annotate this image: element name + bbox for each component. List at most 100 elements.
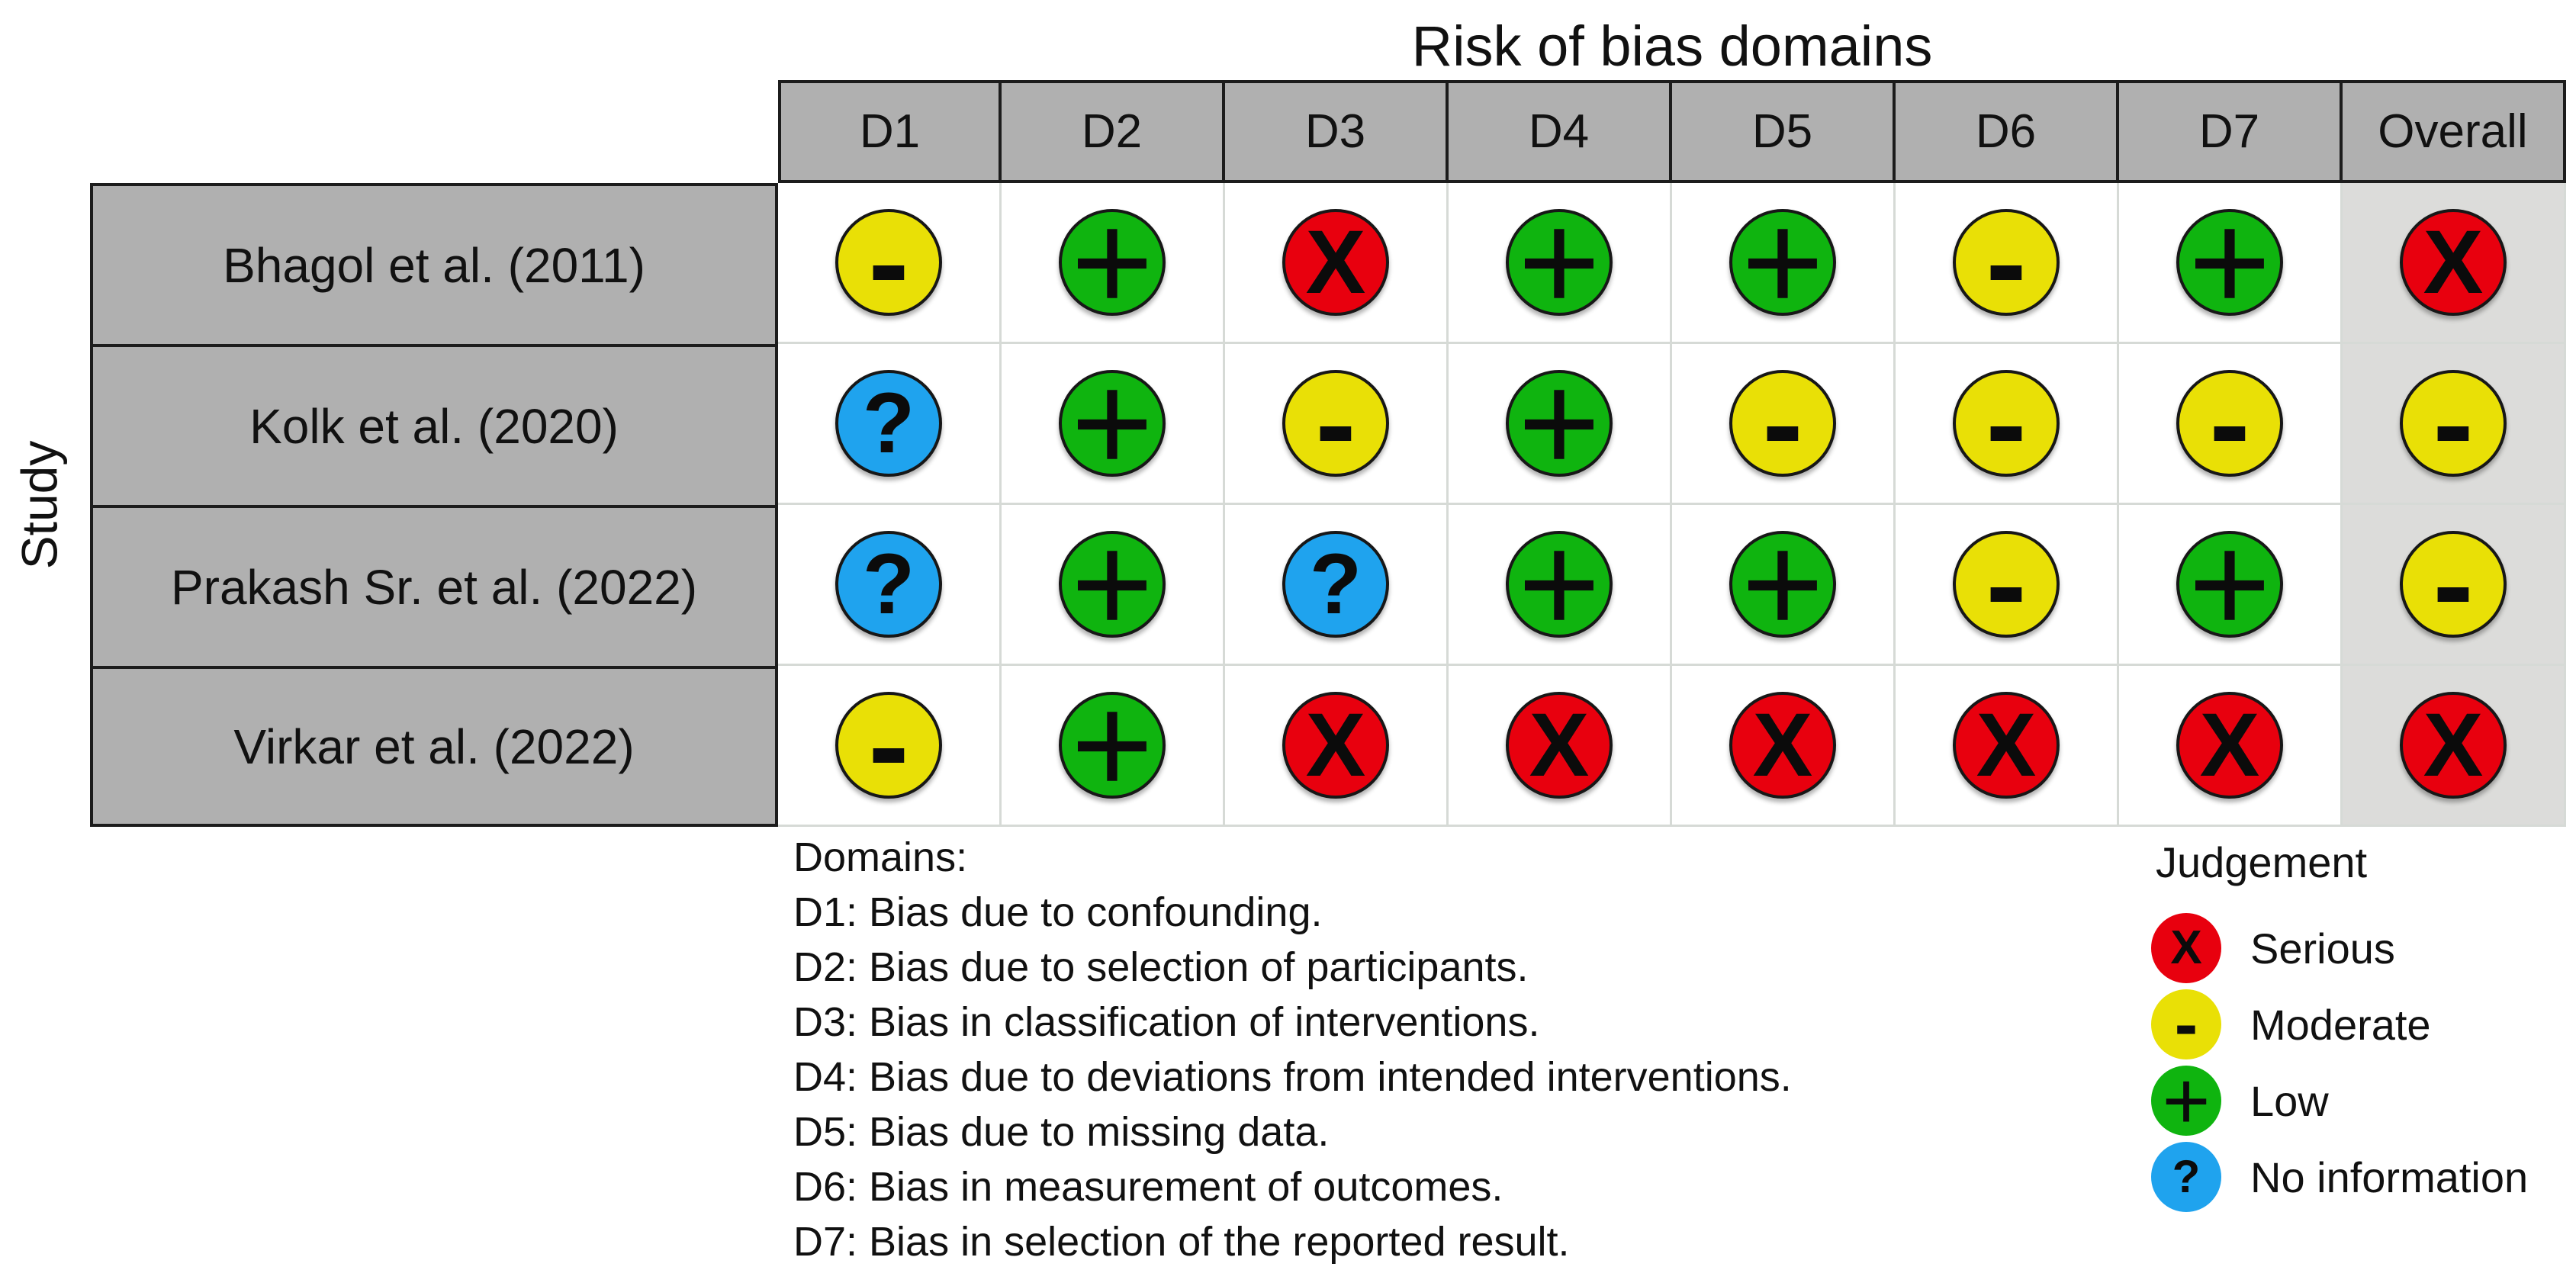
judgement-marker-icon: + (2176, 513, 2283, 654)
column-header-d1: D1 (778, 80, 1002, 183)
judgement-cell: X (1672, 666, 1896, 827)
judgement-marker-icon: + (1059, 352, 1166, 494)
judgement-cell: - (1896, 505, 2119, 666)
judgement-cell: - (778, 183, 1002, 344)
judgement-marker-icon: - (1282, 362, 1389, 484)
judgement-marker-icon: X (2400, 209, 2507, 316)
judgement-cell: + (1672, 183, 1896, 344)
column-header-d7: D7 (2119, 80, 2343, 183)
traffic-light-table: D1 D2 D3 D4 D5 D6 D7 Overall Bhagol et a… (90, 80, 2566, 827)
judgement-marker-icon: - (835, 201, 942, 323)
judgement-marker-icon: - (2400, 362, 2507, 484)
judgement-cell: X (1225, 183, 1449, 344)
judgement-cell: + (1449, 344, 1672, 505)
judgement-cell: - (1896, 344, 2119, 505)
domains-note: Domains: D1: Bias due to confounding. D2… (793, 830, 1792, 1269)
judgement-cell: + (1002, 505, 1225, 666)
moderate-judgement-icon: - (2151, 989, 2221, 1059)
judgement-marker-icon: + (1506, 352, 1613, 494)
judgement-marker-icon: + (1729, 191, 1836, 333)
judgement-marker-icon: + (2176, 191, 2283, 333)
judgement-marker-icon: - (1953, 523, 2060, 645)
judgement-cell-overall: X (2343, 666, 2566, 827)
column-header-d5: D5 (1672, 80, 1896, 183)
judgement-marker-icon: + (1059, 513, 1166, 654)
judgement-cell: X (2119, 666, 2343, 827)
column-header-d2: D2 (1002, 80, 1225, 183)
domain-note-d7: D7: Bias in selection of the reported re… (793, 1219, 1570, 1265)
judgement-cell: - (1896, 183, 2119, 344)
legend-item-low: + Low (2151, 1059, 2528, 1142)
column-header-d4: D4 (1449, 80, 1672, 183)
legend: Judgement X Serious - Moderate + Low ? N… (2151, 838, 2528, 1215)
judgement-marker-icon: X (1506, 692, 1613, 799)
domain-note-d6: D6: Bias in measurement of outcomes. (793, 1164, 1503, 1210)
judgement-marker-icon: X (1729, 692, 1836, 799)
judgement-cell: - (2119, 344, 2343, 505)
judgement-cell: + (1002, 666, 1225, 827)
judgement-marker-icon: + (1506, 191, 1613, 333)
judgement-marker-icon: ? (1282, 531, 1389, 638)
judgement-marker-icon: X (1282, 692, 1389, 799)
judgement-cell: + (2119, 183, 2343, 344)
no-information-judgement-icon: ? (2151, 1142, 2221, 1212)
judgement-marker-icon: ? (835, 531, 942, 638)
y-axis-label-text: Study (11, 440, 67, 570)
column-header-d3: D3 (1225, 80, 1449, 183)
study-label: Bhagol et al. (2011) (90, 183, 778, 344)
judgement-cell: + (1002, 344, 1225, 505)
judgement-cell-overall: - (2343, 505, 2566, 666)
judgement-cell: ? (778, 344, 1002, 505)
study-label: Virkar et al. (2022) (90, 666, 778, 827)
domain-note-d2: D2: Bias due to selection of participant… (793, 944, 1529, 990)
judgement-marker-icon: + (1059, 674, 1166, 815)
domain-note-d4: D4: Bias due to deviations from intended… (793, 1054, 1792, 1100)
judgement-cell: + (1449, 505, 1672, 666)
judgement-cell: X (1896, 666, 2119, 827)
legend-label-low: Low (2250, 1076, 2329, 1125)
judgement-marker-icon: + (1729, 513, 1836, 654)
study-label: Prakash Sr. et al. (2022) (90, 505, 778, 666)
judgement-marker-icon: - (1953, 201, 2060, 323)
judgement-cell: ? (1225, 505, 1449, 666)
domain-note-d3: D3: Bias in classification of interventi… (793, 999, 1540, 1045)
judgement-marker-icon: - (1729, 362, 1836, 484)
judgement-cell: + (1672, 505, 1896, 666)
judgement-cell: - (778, 666, 1002, 827)
judgement-cell: - (1225, 344, 1449, 505)
judgement-cell: X (1225, 666, 1449, 827)
judgement-marker-icon: X (1953, 692, 2060, 799)
column-header-overall: Overall (2343, 80, 2566, 183)
judgement-cell-overall: X (2343, 183, 2566, 344)
judgement-marker-icon: - (835, 684, 942, 806)
judgement-marker-icon: X (2176, 692, 2283, 799)
legend-item-moderate: - Moderate (2151, 986, 2528, 1063)
domain-note-d5: D5: Bias due to missing data. (793, 1109, 1330, 1155)
domain-note-d1: D1: Bias due to confounding. (793, 889, 1323, 935)
legend-label-moderate: Moderate (2250, 1000, 2431, 1049)
judgement-cell: - (1672, 344, 1896, 505)
study-label: Kolk et al. (2020) (90, 344, 778, 505)
judgement-cell-overall: - (2343, 344, 2566, 505)
column-header-d6: D6 (1896, 80, 2119, 183)
judgement-marker-icon: - (1953, 362, 2060, 484)
judgement-cell: + (2119, 505, 2343, 666)
judgement-cell: + (1449, 183, 1672, 344)
judgement-cell: ? (778, 505, 1002, 666)
table-corner-spacer (90, 80, 778, 183)
serious-judgement-icon: X (2151, 913, 2221, 983)
chart-title: Risk of bias domains (1411, 14, 1933, 78)
judgement-cell: + (1002, 183, 1225, 344)
legend-label-serious: Serious (2250, 924, 2395, 973)
judgement-marker-icon: X (2400, 692, 2507, 799)
judgement-marker-icon: ? (835, 370, 942, 477)
low-judgement-icon: + (2151, 1059, 2221, 1142)
judgement-marker-icon: + (1506, 513, 1613, 654)
judgement-marker-icon: X (1282, 209, 1389, 316)
judgement-marker-icon: - (2400, 523, 2507, 645)
judgement-marker-icon: - (2176, 362, 2283, 484)
legend-title: Judgement (2156, 838, 2368, 886)
legend-item-no-information: ? No information (2151, 1139, 2528, 1215)
judgement-marker-icon: + (1059, 191, 1166, 333)
